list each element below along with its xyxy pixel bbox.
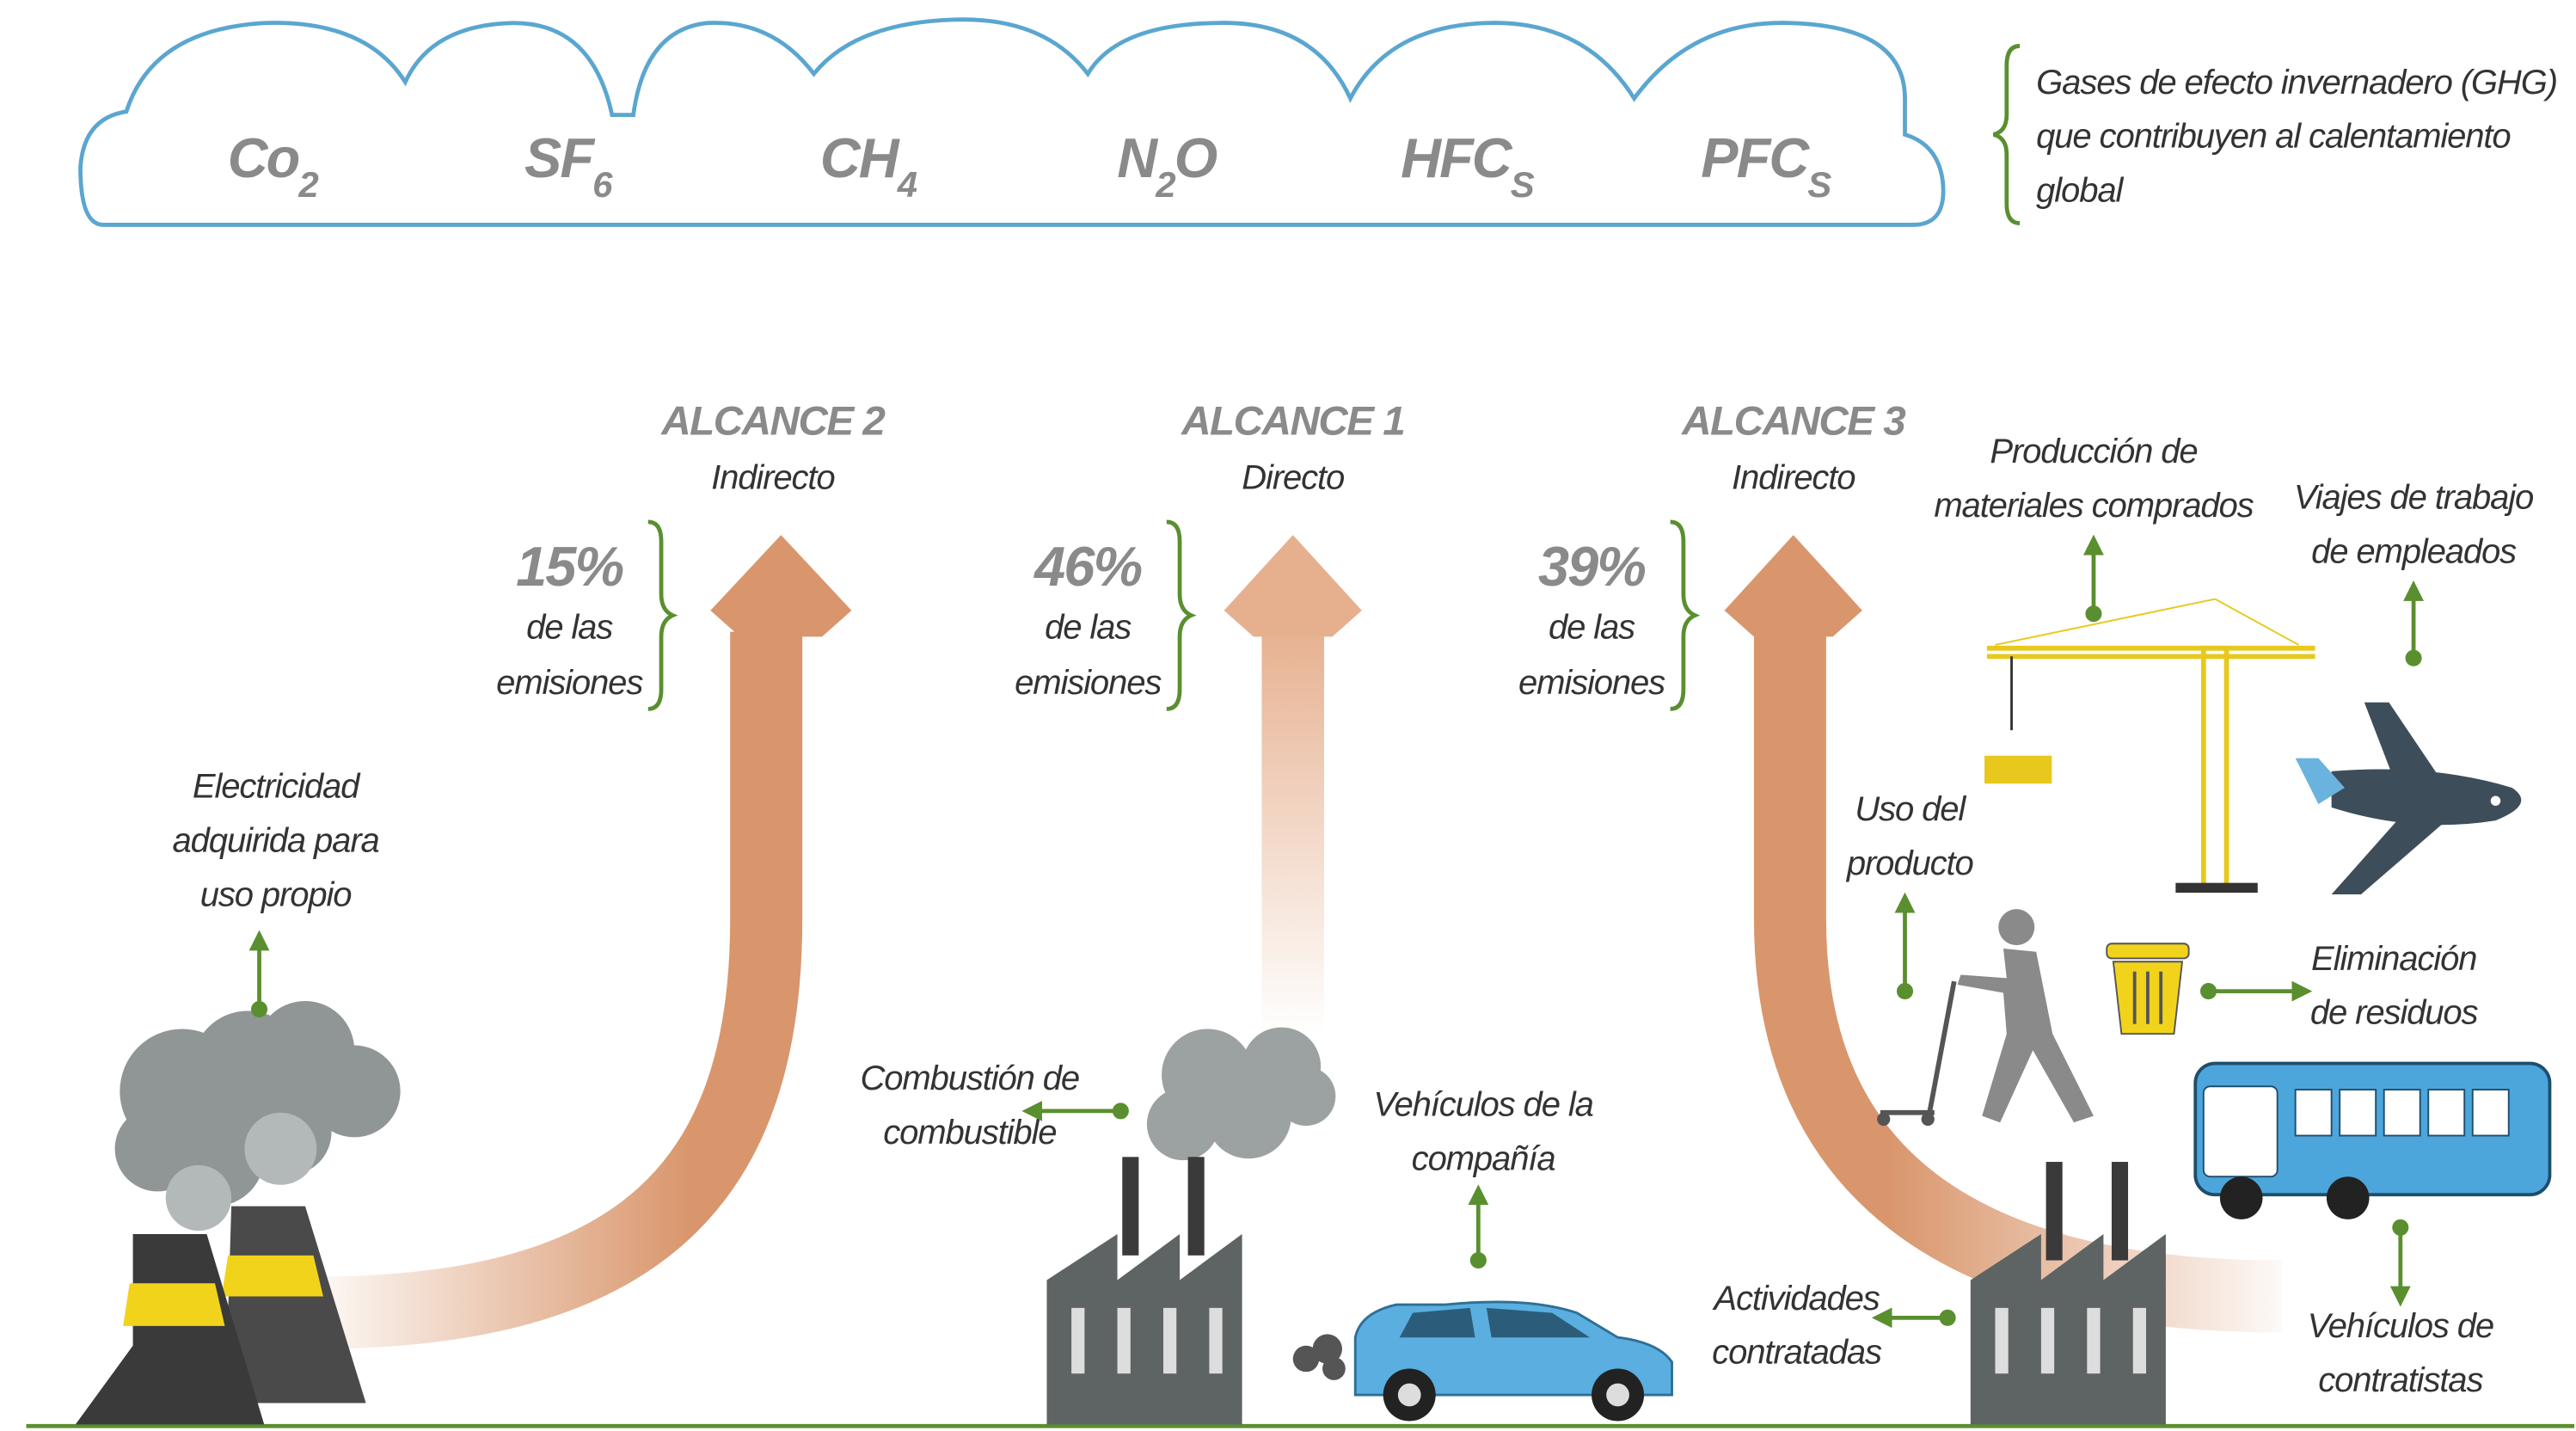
crane <box>1987 599 2315 894</box>
scope-arrows <box>313 535 2282 1313</box>
factory <box>1046 1028 1335 1425</box>
connector-dot <box>2200 983 2217 999</box>
bracket <box>1167 522 1192 709</box>
gas-symbol: CH <box>820 126 900 189</box>
scope-subtitle: Indirecto <box>1732 459 1855 497</box>
source-label: Vehículos de <box>2308 1307 2493 1345</box>
gas-description: Gases de efecto invernadero (GHG) <box>2036 64 2557 101</box>
gas-symbol: O <box>1175 126 1217 189</box>
gas-symbol: N <box>1117 126 1158 189</box>
source-label: Producción de <box>1990 433 2197 470</box>
source-label: Combustión de <box>861 1059 1080 1097</box>
cloud <box>81 20 1944 225</box>
scope-share-label: de las <box>1549 608 1635 646</box>
source-label: adquirida para <box>173 821 379 859</box>
source-label: contratistas <box>2318 1361 2483 1399</box>
gas-subscript: 2 <box>297 164 318 205</box>
bus <box>2195 1064 2549 1219</box>
gas-subscript: 2 <box>1155 164 1175 205</box>
gas-subscript: S <box>1807 164 1831 205</box>
gas-symbol: Co <box>228 126 299 189</box>
airplane <box>2296 703 2522 894</box>
gas-subscript: 4 <box>897 164 917 205</box>
connector-dot <box>1897 983 1913 999</box>
source-label: Viajes de trabajo <box>2294 479 2534 517</box>
scope-percent: 46% <box>1033 535 1141 598</box>
source-label: Eliminación <box>2311 940 2476 978</box>
source-label: compañía <box>1412 1140 1555 1178</box>
bracket <box>648 522 673 709</box>
scope-title: ALCANCE 2 <box>660 399 886 445</box>
scope-percent: 15% <box>516 535 623 598</box>
gas-symbol: HFC <box>1401 126 1513 189</box>
scope-percent: 39% <box>1538 535 1645 598</box>
gas-subscript: S <box>1511 164 1535 205</box>
source-label: Actividades <box>1712 1280 1880 1317</box>
connector-dot <box>2406 650 2422 666</box>
scope-subtitle: Indirecto <box>711 459 835 497</box>
scope-title: ALCANCE 1 <box>1181 399 1404 445</box>
source-label: contratadas <box>1712 1334 1882 1372</box>
scope-share-label: emisiones <box>1015 664 1162 702</box>
gas-subscript: 6 <box>592 164 613 205</box>
scope-share-label: de las <box>1045 608 1132 646</box>
source-label: Vehículos de la <box>1373 1086 1592 1124</box>
power-plant <box>76 1001 401 1424</box>
gas-symbol: PFC <box>1701 126 1810 189</box>
scope-subtitle: Directo <box>1242 459 1345 497</box>
source-label: de empleados <box>2311 533 2517 571</box>
gas-description: global <box>2036 172 2124 210</box>
gas-symbol: SF <box>524 126 596 189</box>
scope-title: ALCANCE 3 <box>1681 399 1905 445</box>
trash-bin <box>2107 943 2188 1034</box>
bracket <box>1671 522 1696 709</box>
car <box>1293 1302 1672 1422</box>
connector-dot <box>1113 1102 1129 1119</box>
source-label: Uso del <box>1855 790 1966 828</box>
source-label: uso propio <box>200 875 353 913</box>
scope-share-label: emisiones <box>496 664 643 702</box>
source-label: combustible <box>883 1114 1056 1152</box>
connector-dot <box>2392 1219 2408 1236</box>
page: Co2SF6CH4N2OHFCSPFCSGases de efecto inve… <box>0 0 2576 1431</box>
bracket <box>1994 46 2021 223</box>
source-label: producto <box>1846 844 1974 882</box>
connector-dot <box>1470 1252 1487 1268</box>
factory <box>1971 1162 2166 1424</box>
diagram: Co2SF6CH4N2OHFCSPFCSGases de efecto inve… <box>0 0 2576 1431</box>
connector-dot <box>251 1001 267 1017</box>
person <box>1877 909 2094 1126</box>
gas-description: que contribuyen al calentamiento <box>2036 118 2511 156</box>
source-label: materiales comprados <box>1934 487 2254 525</box>
connector-dot <box>2085 605 2101 622</box>
scope-share-label: de las <box>526 608 613 646</box>
connector-dot <box>1940 1310 1956 1326</box>
source-label: de residuos <box>2310 994 2479 1032</box>
source-label: Electricidad <box>193 767 361 805</box>
scope-share-label: emisiones <box>1518 664 1665 702</box>
